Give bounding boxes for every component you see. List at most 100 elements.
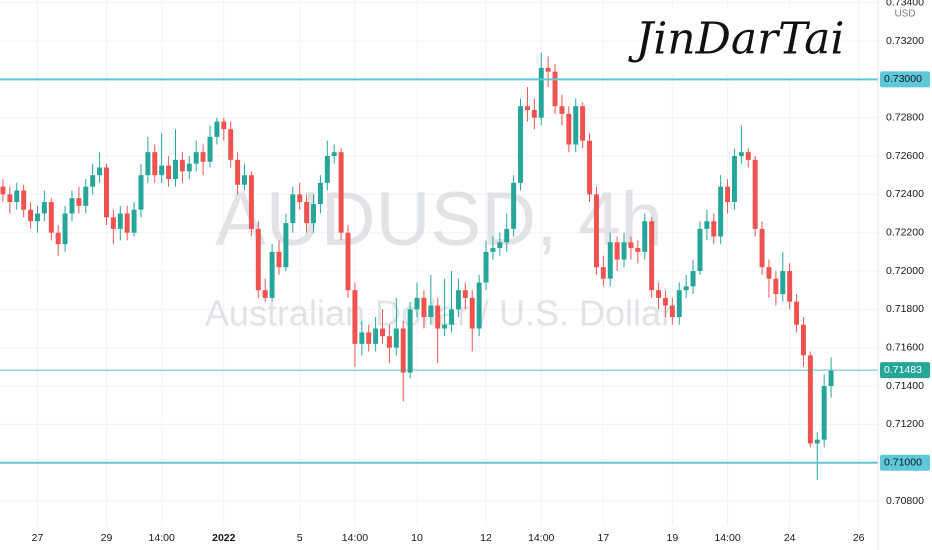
candle-body (621, 242, 627, 260)
candle-body (290, 194, 296, 224)
candle-body (821, 386, 827, 440)
candle-body (504, 228, 510, 243)
candle-body (193, 152, 199, 164)
candle-body (21, 190, 27, 210)
candle-body (338, 152, 344, 233)
candle-body (0, 186, 6, 195)
y-tick-label: 0.73400 (886, 0, 924, 8)
candle-body (428, 305, 434, 318)
candle-body (14, 190, 20, 203)
candle-body (628, 242, 634, 249)
candle-body (297, 194, 303, 203)
candle-body (531, 110, 537, 118)
last-price-label: 0.71483 (884, 364, 922, 376)
y-tick-label: 0.73200 (886, 35, 924, 47)
x-tick-label: 12 (480, 532, 492, 544)
candle-body (587, 140, 593, 195)
candle-body (262, 290, 268, 298)
candle-body (669, 305, 675, 318)
candle-body (642, 221, 648, 252)
candle-body (711, 221, 717, 237)
candle-body (179, 159, 185, 172)
candle-body (145, 152, 151, 176)
candle-body (7, 194, 13, 203)
candle-body (352, 290, 358, 344)
y-tick-label: 0.71400 (886, 380, 924, 392)
candle-body (787, 271, 793, 302)
candle-body (462, 290, 468, 298)
candle-body (69, 198, 75, 214)
candle-body (773, 278, 779, 295)
x-tick-label: 24 (784, 532, 796, 544)
candle-body (345, 232, 351, 291)
candle-body (442, 324, 448, 329)
candle-body (780, 271, 786, 295)
candle-body (159, 165, 165, 176)
candle-body (221, 121, 227, 130)
candle-body (166, 165, 172, 180)
candle-body (110, 217, 116, 229)
candle-body (662, 297, 668, 306)
axes: 0.73400 0.73200 0.73000 0.72800 0.72600 0.724… (32, 0, 930, 544)
candle-body (483, 251, 489, 283)
candle-body (421, 297, 427, 318)
y-tick-label: 0.71800 (886, 303, 924, 315)
candle-body (649, 221, 655, 291)
candle-body (731, 156, 737, 203)
candle-body (324, 156, 330, 183)
x-tick-label: 10 (411, 532, 423, 544)
x-tick-label: 14:00 (149, 532, 175, 544)
candle-body (524, 106, 530, 111)
candle-body (725, 186, 731, 203)
candle-body (407, 309, 413, 373)
candle-body (807, 355, 813, 444)
candle-body (317, 182, 323, 204)
candle-body (62, 213, 68, 245)
candle-body (152, 152, 158, 176)
candle-body (400, 328, 406, 373)
x-tick-label: 2022 (212, 532, 236, 544)
candle-body (331, 152, 337, 157)
candle-body (359, 332, 365, 344)
candle-body (207, 136, 213, 162)
candle-body (455, 290, 461, 310)
candle-body (83, 186, 89, 206)
candle-body (566, 113, 572, 145)
candle-body (186, 163, 192, 172)
candle-body (173, 159, 178, 180)
candle-body (41, 202, 47, 214)
candle-body (607, 242, 613, 279)
candle-body (718, 186, 724, 237)
signature-box (640, 8, 840, 74)
candle-body (497, 242, 503, 249)
candle-body (538, 67, 544, 118)
candle-body (794, 301, 800, 325)
candle-body (304, 202, 310, 224)
candle-body (76, 198, 82, 206)
candle-body (373, 328, 379, 344)
candle-body (138, 175, 144, 210)
candle-body (214, 121, 220, 137)
candle-body (738, 152, 744, 157)
candle-body (559, 106, 565, 114)
plot (0, 52, 878, 480)
level-label-box (880, 454, 930, 471)
candle-body (449, 309, 455, 325)
candle-body (124, 213, 130, 233)
candle-body (366, 332, 372, 344)
candle-body (683, 286, 689, 291)
candle-body (380, 328, 386, 337)
x-tick-label: 19 (667, 532, 679, 544)
y-tick-label: 0.72400 (886, 188, 924, 200)
candle-body (511, 182, 517, 229)
x-tick-label: 29 (101, 532, 113, 544)
candle-body (48, 202, 54, 233)
candle-body (704, 221, 710, 229)
candle-body (34, 213, 40, 222)
x-tick-label: 17 (598, 532, 610, 544)
candle-body (117, 213, 123, 229)
candle-body (697, 228, 703, 272)
candle-body (28, 209, 34, 222)
candle-body (103, 167, 109, 218)
